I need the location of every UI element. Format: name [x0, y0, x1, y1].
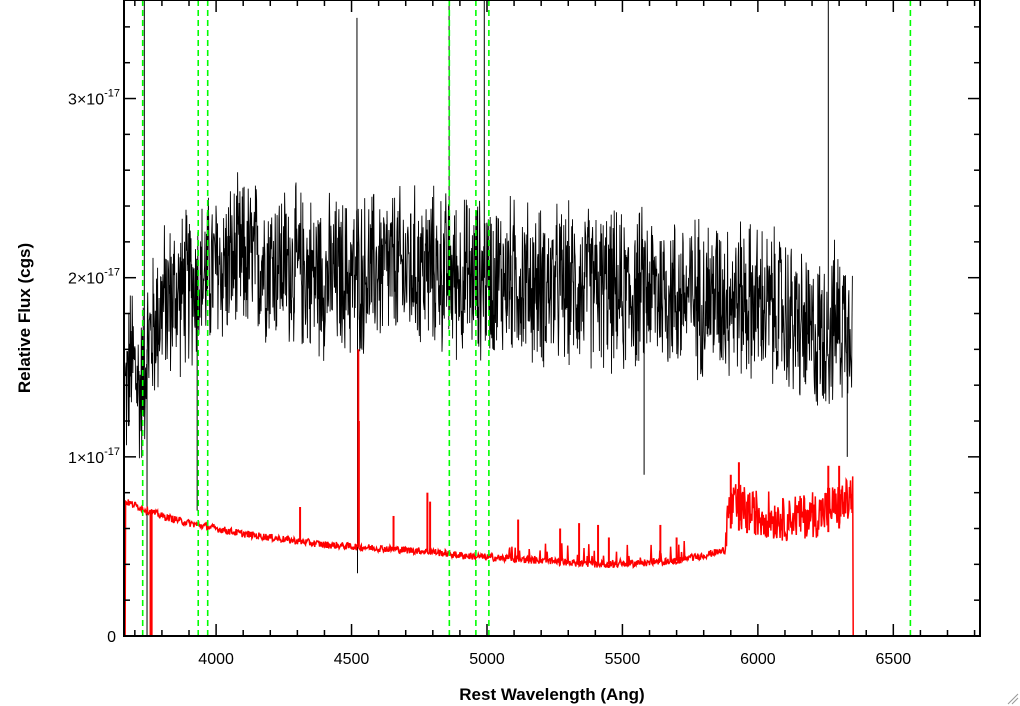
- data-series-model-spectrum: [124, 476, 980, 637]
- resize-grip-icon[interactable]: [1007, 693, 1019, 705]
- y-tick-label: 3×10-17: [68, 88, 120, 109]
- axis-tick-labels: 4000 4500 5000 5500 6000 6500 0 1×10-17 2×10-17 3…: [68, 88, 911, 668]
- x-tick-label: 6000: [740, 651, 776, 668]
- plot-frame: [123, 0, 981, 637]
- x-tick-label: 4000: [198, 651, 234, 668]
- x-tick-label: 4500: [334, 651, 370, 668]
- plot-marks: [124, 0, 980, 637]
- data-series-observed-spectrum: [124, 172, 853, 459]
- x-tick-label: 5500: [605, 651, 641, 668]
- y-axis-title: Relative Flux (cgs): [15, 243, 34, 393]
- x-axis-title: Rest Wavelength (Ang): [459, 685, 644, 704]
- y-tick-label: 0: [107, 629, 116, 646]
- y-tick-label: 2×10-17: [68, 267, 120, 288]
- x-tick-label: 6500: [876, 651, 912, 668]
- y-tick-label: 1×10-17: [68, 446, 120, 467]
- axis-ticks: [124, 0, 980, 637]
- x-tick-label: 5000: [469, 651, 505, 668]
